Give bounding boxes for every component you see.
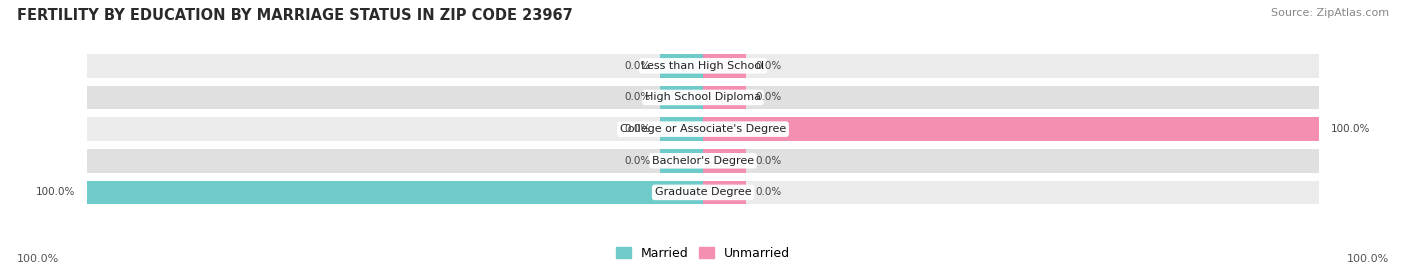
Bar: [703, 149, 747, 173]
Bar: [659, 54, 703, 78]
Text: 100.0%: 100.0%: [17, 254, 59, 264]
Bar: [659, 86, 703, 109]
Text: 0.0%: 0.0%: [624, 93, 651, 102]
Legend: Married, Unmarried: Married, Unmarried: [612, 242, 794, 265]
Bar: [87, 149, 1319, 173]
Text: 0.0%: 0.0%: [624, 156, 651, 166]
Bar: [87, 117, 1319, 141]
Bar: [703, 86, 747, 109]
Text: Bachelor's Degree: Bachelor's Degree: [652, 156, 754, 166]
Bar: [659, 149, 703, 173]
Text: 100.0%: 100.0%: [35, 187, 75, 197]
Text: College or Associate's Degree: College or Associate's Degree: [620, 124, 786, 134]
Text: 0.0%: 0.0%: [755, 187, 782, 197]
Text: Source: ZipAtlas.com: Source: ZipAtlas.com: [1271, 8, 1389, 18]
Bar: [87, 180, 703, 204]
Text: Graduate Degree: Graduate Degree: [655, 187, 751, 197]
Text: 0.0%: 0.0%: [624, 61, 651, 71]
Text: High School Diploma: High School Diploma: [645, 93, 761, 102]
Bar: [703, 117, 1319, 141]
Text: 0.0%: 0.0%: [755, 93, 782, 102]
Text: 100.0%: 100.0%: [1347, 254, 1389, 264]
Bar: [659, 117, 703, 141]
Bar: [703, 180, 747, 204]
Text: Less than High School: Less than High School: [641, 61, 765, 71]
Bar: [703, 117, 747, 141]
Text: 0.0%: 0.0%: [755, 156, 782, 166]
Text: 0.0%: 0.0%: [755, 61, 782, 71]
Bar: [87, 86, 1319, 109]
Text: 0.0%: 0.0%: [624, 124, 651, 134]
Text: 100.0%: 100.0%: [1331, 124, 1371, 134]
Text: FERTILITY BY EDUCATION BY MARRIAGE STATUS IN ZIP CODE 23967: FERTILITY BY EDUCATION BY MARRIAGE STATU…: [17, 8, 572, 23]
Bar: [659, 180, 703, 204]
Bar: [87, 54, 1319, 78]
Bar: [703, 54, 747, 78]
Bar: [87, 180, 1319, 204]
